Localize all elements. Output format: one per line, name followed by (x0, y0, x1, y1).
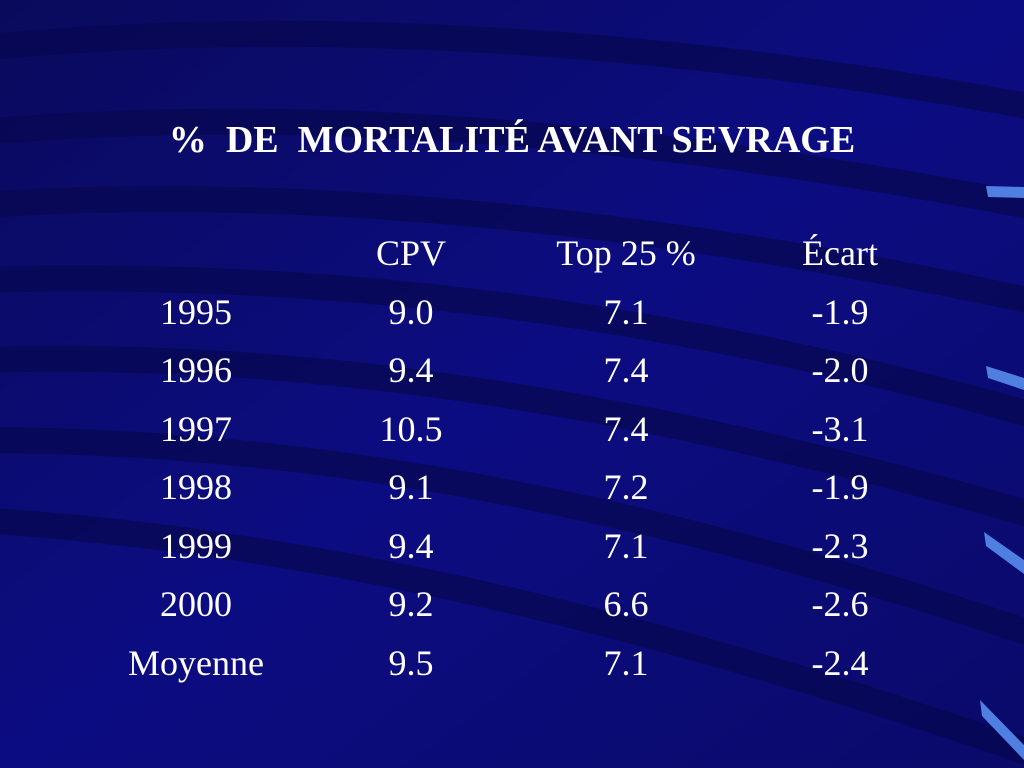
table-row: 1997 10.5 7.4 -3.1 (0, 400, 1024, 459)
table-row: 2000 9.2 6.6 -2.6 (0, 575, 1024, 634)
cell-year: 2000 (160, 584, 232, 624)
cell-ecart: -1.9 (811, 291, 869, 332)
cell-top25: 7.1 (603, 291, 649, 332)
cell-ecart: -2.4 (811, 642, 869, 683)
cell-top25: 7.2 (603, 467, 649, 507)
cell-cpv: 9.4 (388, 525, 434, 566)
table-row-average: Moyenne 9.5 7.1 -2.4 (0, 634, 1024, 693)
cell-ecart: -2.6 (811, 584, 869, 624)
cell-year: 1999 (160, 525, 232, 566)
cell-cpv: 9.1 (388, 467, 434, 507)
cell-cpv: 9.5 (388, 642, 434, 683)
cell-top25: 7.4 (603, 350, 649, 390)
cell-year: 1998 (160, 467, 232, 507)
cell-top25: 6.6 (603, 584, 649, 624)
cell-ecart: -1.9 (811, 467, 869, 507)
table-row: 1996 9.4 7.4 -2.0 (0, 341, 1024, 400)
cell-year: 1996 (160, 350, 232, 390)
cell-year: 1995 (160, 291, 232, 332)
cell-cpv: 10.5 (379, 408, 443, 449)
cell-year: 1997 (160, 408, 232, 449)
cell-ecart: -2.0 (811, 350, 869, 390)
table-header-row: CPV Top 25 % Écart (0, 224, 1024, 283)
cell-cpv: 9.0 (388, 291, 434, 332)
cell-cpv: 9.4 (388, 350, 434, 390)
table-row: 1995 9.0 7.1 -1.9 (0, 283, 1024, 342)
cell-year: Moyenne (128, 642, 264, 683)
cell-cpv: 9.2 (388, 584, 434, 624)
cell-ecart: -3.1 (811, 408, 869, 449)
cell-top25: 7.1 (603, 525, 649, 566)
cell-top25: 7.1 (603, 642, 649, 683)
mortality-table: CPV Top 25 % Écart 1995 9.0 7.1 -1.9 199… (0, 224, 1024, 692)
table-row: 1998 9.1 7.2 -1.9 (0, 458, 1024, 517)
slide-title: % DE MORTALITÉ AVANT SEVRAGE (168, 119, 856, 161)
cell-top25: 7.4 (603, 408, 649, 449)
table-row: 1999 9.4 7.1 -2.3 (0, 517, 1024, 576)
header-cpv: CPV (375, 233, 447, 273)
cell-ecart: -2.3 (811, 525, 869, 566)
header-ecart: Écart (802, 233, 878, 273)
header-top25: Top 25 % (556, 233, 696, 273)
